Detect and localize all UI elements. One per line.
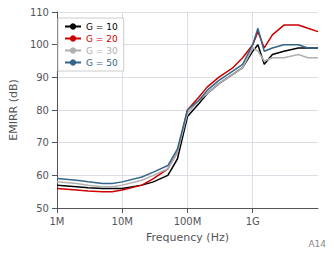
- svg-text:90: 90: [36, 72, 49, 83]
- svg-text:G = 50: G = 50: [86, 58, 118, 68]
- svg-text:Frequency (Hz): Frequency (Hz): [146, 231, 229, 244]
- svg-text:80: 80: [36, 105, 49, 116]
- svg-text:100M: 100M: [174, 216, 202, 227]
- svg-text:10M: 10M: [112, 216, 133, 227]
- svg-text:50: 50: [36, 203, 49, 214]
- svg-text:G = 20: G = 20: [86, 34, 118, 44]
- svg-text:1G: 1G: [246, 216, 260, 227]
- svg-text:A14: A14: [308, 239, 326, 249]
- svg-text:70: 70: [36, 137, 49, 148]
- svg-text:100: 100: [30, 39, 49, 50]
- svg-text:110: 110: [30, 7, 49, 18]
- svg-text:G = 10: G = 10: [86, 22, 118, 32]
- svg-text:60: 60: [36, 170, 49, 181]
- svg-text:1M: 1M: [49, 216, 64, 227]
- svg-text:G = 30: G = 30: [86, 46, 118, 56]
- svg-text:EMIRR (dB): EMIRR (dB): [7, 79, 20, 141]
